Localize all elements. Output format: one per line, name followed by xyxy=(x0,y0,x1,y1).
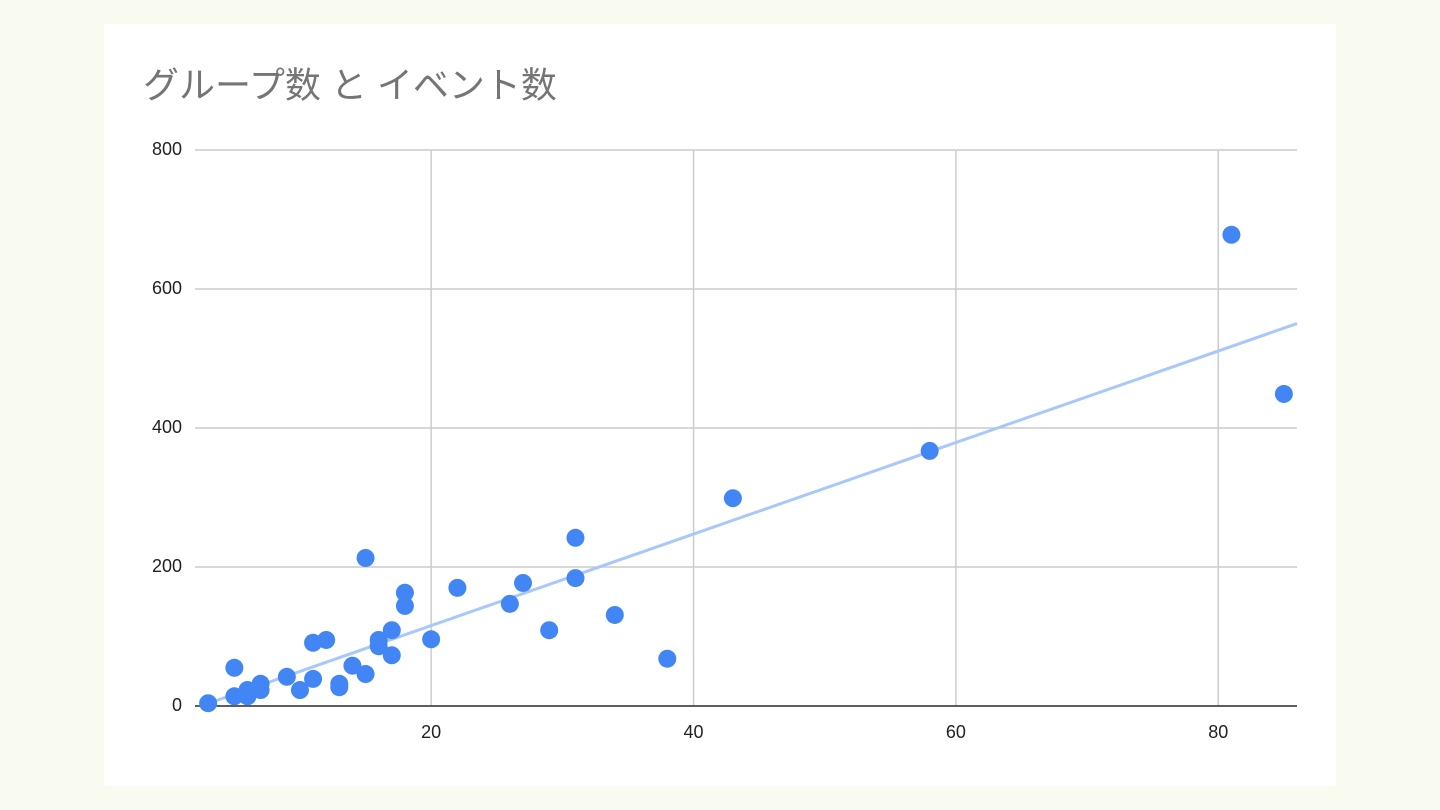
chart-title: グループ数 と イベント数 xyxy=(143,65,557,106)
point xyxy=(422,630,441,649)
point xyxy=(513,573,532,592)
point xyxy=(1222,225,1241,244)
point xyxy=(920,441,939,460)
point xyxy=(343,656,362,675)
point xyxy=(304,669,323,688)
y-tick-label: 0 xyxy=(172,695,182,715)
point xyxy=(566,569,585,588)
point xyxy=(1274,384,1293,403)
point xyxy=(395,583,414,602)
x-tick-label: 60 xyxy=(946,722,966,742)
point xyxy=(290,681,309,700)
point xyxy=(566,528,585,547)
x-tick-label: 20 xyxy=(421,722,441,742)
point xyxy=(382,646,401,665)
point xyxy=(723,489,742,508)
point xyxy=(277,667,296,686)
y-tick-label: 400 xyxy=(152,417,182,437)
point xyxy=(369,637,388,656)
chart-card xyxy=(104,24,1336,786)
point xyxy=(605,605,624,624)
point xyxy=(199,694,218,713)
x-tick-label: 40 xyxy=(684,722,704,742)
point xyxy=(658,649,677,668)
point xyxy=(395,596,414,615)
point xyxy=(225,658,244,677)
y-tick-label: 600 xyxy=(152,278,182,298)
point xyxy=(448,578,467,597)
point xyxy=(540,621,559,640)
point xyxy=(356,548,375,567)
y-tick-label: 200 xyxy=(152,556,182,576)
point xyxy=(500,594,519,613)
x-tick-label: 80 xyxy=(1208,722,1228,742)
point xyxy=(382,621,401,640)
point xyxy=(356,665,375,684)
y-tick-label: 800 xyxy=(152,139,182,159)
point xyxy=(251,681,270,700)
point xyxy=(317,630,336,649)
point xyxy=(330,678,349,697)
